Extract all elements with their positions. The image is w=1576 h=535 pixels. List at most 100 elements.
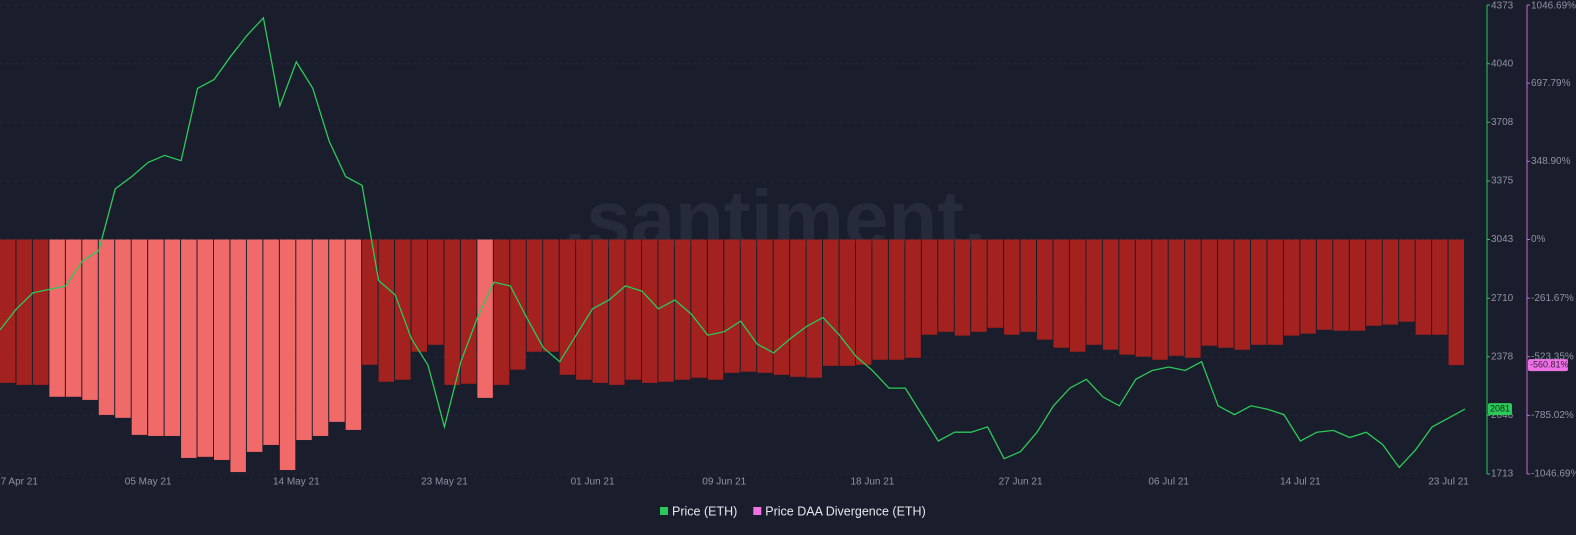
bar <box>1399 239 1415 322</box>
bar <box>1069 239 1086 352</box>
bar <box>329 239 345 422</box>
legend-swatch <box>660 507 668 515</box>
current-value-badge <box>1528 359 1568 372</box>
x-tick-label: 14 Jul 21 <box>1280 477 1321 488</box>
bar <box>592 239 609 383</box>
bar <box>493 239 510 385</box>
x-tick-label: 27 Jun 21 <box>999 477 1043 488</box>
bar <box>246 239 263 452</box>
y2-tick-label: 348.90% <box>1531 156 1571 167</box>
bar <box>1185 239 1201 358</box>
bar <box>0 239 16 383</box>
bar <box>82 239 98 400</box>
bar <box>98 239 115 415</box>
bar <box>1300 239 1316 334</box>
bar-series <box>0 239 1465 473</box>
bar <box>16 239 32 385</box>
bar <box>181 239 197 458</box>
bar <box>823 239 839 366</box>
bar <box>954 239 971 336</box>
bar <box>1086 239 1102 345</box>
bar <box>773 239 790 375</box>
bar <box>839 239 855 366</box>
bar <box>576 239 592 380</box>
bar <box>213 239 230 460</box>
bar <box>855 239 872 365</box>
bar <box>757 239 773 373</box>
bar <box>1349 239 1366 331</box>
bar <box>543 239 559 352</box>
bar <box>197 239 214 457</box>
bar <box>296 239 312 441</box>
x-tick-label: 23 Jul 21 <box>1428 477 1469 488</box>
bar <box>1382 239 1399 325</box>
bar <box>1267 239 1283 345</box>
legend-swatch <box>753 507 762 515</box>
bar <box>1152 239 1168 360</box>
bar <box>263 239 279 445</box>
y-tick-label: 3043 <box>1491 234 1514 245</box>
bar <box>1234 239 1251 350</box>
bar <box>971 239 987 332</box>
bar <box>1283 239 1300 336</box>
bar <box>230 239 246 473</box>
bar <box>1218 239 1234 348</box>
bar <box>1168 239 1185 356</box>
bar <box>674 239 691 380</box>
bar <box>477 239 493 398</box>
bar <box>411 239 427 352</box>
x-tick-label: 09 Jun 21 <box>702 477 746 488</box>
bar <box>1366 239 1382 326</box>
x-tick-label: 06 Jul 21 <box>1148 477 1189 488</box>
legend-label: Price (ETH) <box>672 504 737 518</box>
bar <box>1004 239 1020 335</box>
bar <box>378 239 395 382</box>
bar <box>1415 239 1432 335</box>
bar <box>427 239 444 345</box>
current-value-label: 2081 <box>1490 403 1510 413</box>
current-value-badge <box>1488 403 1512 416</box>
bar <box>395 239 411 380</box>
legend-label: Price DAA Divergence (ETH) <box>765 504 925 518</box>
bar <box>131 239 148 435</box>
bar <box>362 239 378 365</box>
bar <box>609 239 625 385</box>
y-tick-label: 3375 <box>1491 176 1514 187</box>
bar <box>49 239 65 397</box>
x-tick-label: 05 May 21 <box>125 477 172 488</box>
bar <box>1316 239 1333 330</box>
bar <box>1037 239 1053 340</box>
bar <box>921 239 938 335</box>
bar <box>724 239 740 373</box>
bar <box>1251 239 1267 345</box>
bar <box>345 239 362 430</box>
legend: Price (ETH) Price DAA Divergence (ETH) <box>660 504 926 518</box>
line <box>0 16 1466 469</box>
bar <box>1333 239 1349 331</box>
bar <box>740 239 757 372</box>
bar <box>625 239 641 380</box>
current-value-label: -560.81% <box>1530 360 1569 370</box>
bar <box>938 239 954 332</box>
y-tick-label: 2378 <box>1491 351 1514 362</box>
y2-tick-label: -523.35% <box>1531 351 1574 362</box>
bar <box>1102 239 1119 350</box>
x-tick-label: 14 May 21 <box>273 477 320 488</box>
bar <box>806 239 823 378</box>
y2-tick-label: 697.79% <box>1531 78 1571 89</box>
x-tick-label: 01 Jun 21 <box>571 477 615 488</box>
bar <box>641 239 658 383</box>
bar <box>658 239 674 382</box>
bar <box>1448 239 1465 366</box>
y-tick-label: 3708 <box>1491 117 1514 128</box>
bar <box>510 239 526 370</box>
bar <box>32 239 49 385</box>
bar <box>888 239 905 360</box>
x-tick-label: 18 Jun 21 <box>850 477 894 488</box>
x-tick-label: 23 May 21 <box>421 477 468 488</box>
bar <box>148 239 164 436</box>
y-tick-label: 2046 <box>1491 410 1514 421</box>
y2-tick-label: 1046.69% <box>1531 1 1576 12</box>
bar <box>526 239 543 352</box>
